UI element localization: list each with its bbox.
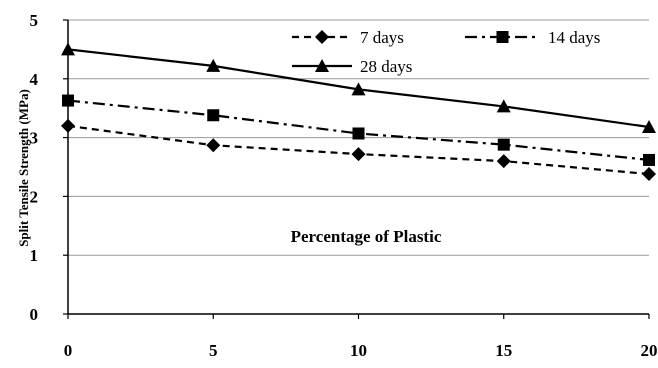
- chart-annotation: Percentage of Plastic: [291, 227, 442, 246]
- legend-item: 14 days: [465, 28, 600, 47]
- axes: [63, 19, 650, 319]
- data-point-triangle: [351, 82, 366, 96]
- legend-label: 14 days: [548, 28, 600, 47]
- x-tick-label: 20: [641, 341, 658, 360]
- series-7-days: [61, 118, 656, 182]
- y-tick-label: 4: [30, 70, 39, 89]
- data-point-triangle: [206, 58, 221, 72]
- series: [61, 42, 656, 182]
- y-axis-title: Split Tensile Strength (MPa): [16, 89, 31, 247]
- data-point-triangle: [496, 99, 511, 113]
- data-point-triangle: [642, 120, 656, 134]
- x-tick-label: 0: [64, 341, 73, 360]
- data-point-diamond: [642, 167, 656, 182]
- data-point-square: [497, 138, 510, 151]
- y-tick-label: 3: [30, 129, 39, 148]
- y-tick-label: 1: [30, 246, 39, 265]
- data-point-square: [352, 127, 365, 140]
- tick-labels: 0 1 2 3 4 5 0 5 10 15 20: [30, 11, 658, 360]
- x-tick-label: 5: [209, 341, 218, 360]
- y-tick-label: 5: [30, 11, 39, 30]
- x-tick-label: 10: [350, 341, 367, 360]
- data-point-square: [207, 109, 220, 122]
- series-14-days: [62, 94, 655, 166]
- legend: 7 days 14 days 28 days: [292, 28, 600, 76]
- series-28-days: [61, 42, 656, 134]
- y-tick-label: 0: [30, 305, 39, 324]
- legend-item: 28 days: [292, 57, 412, 76]
- data-point-square: [496, 31, 509, 43]
- data-point-diamond: [351, 147, 366, 162]
- data-point-diamond: [315, 30, 329, 44]
- data-point-square: [62, 94, 74, 107]
- data-point-triangle: [315, 59, 329, 72]
- legend-label: 7 days: [360, 28, 404, 47]
- x-tick-label: 15: [495, 341, 512, 360]
- data-point-diamond: [496, 154, 511, 169]
- data-point-square: [643, 153, 655, 166]
- data-point-diamond: [61, 118, 75, 133]
- legend-label: 28 days: [360, 57, 412, 76]
- legend-item: 7 days: [292, 28, 404, 47]
- data-point-diamond: [206, 138, 221, 153]
- data-point-triangle: [61, 42, 75, 56]
- y-tick-label: 2: [30, 187, 39, 206]
